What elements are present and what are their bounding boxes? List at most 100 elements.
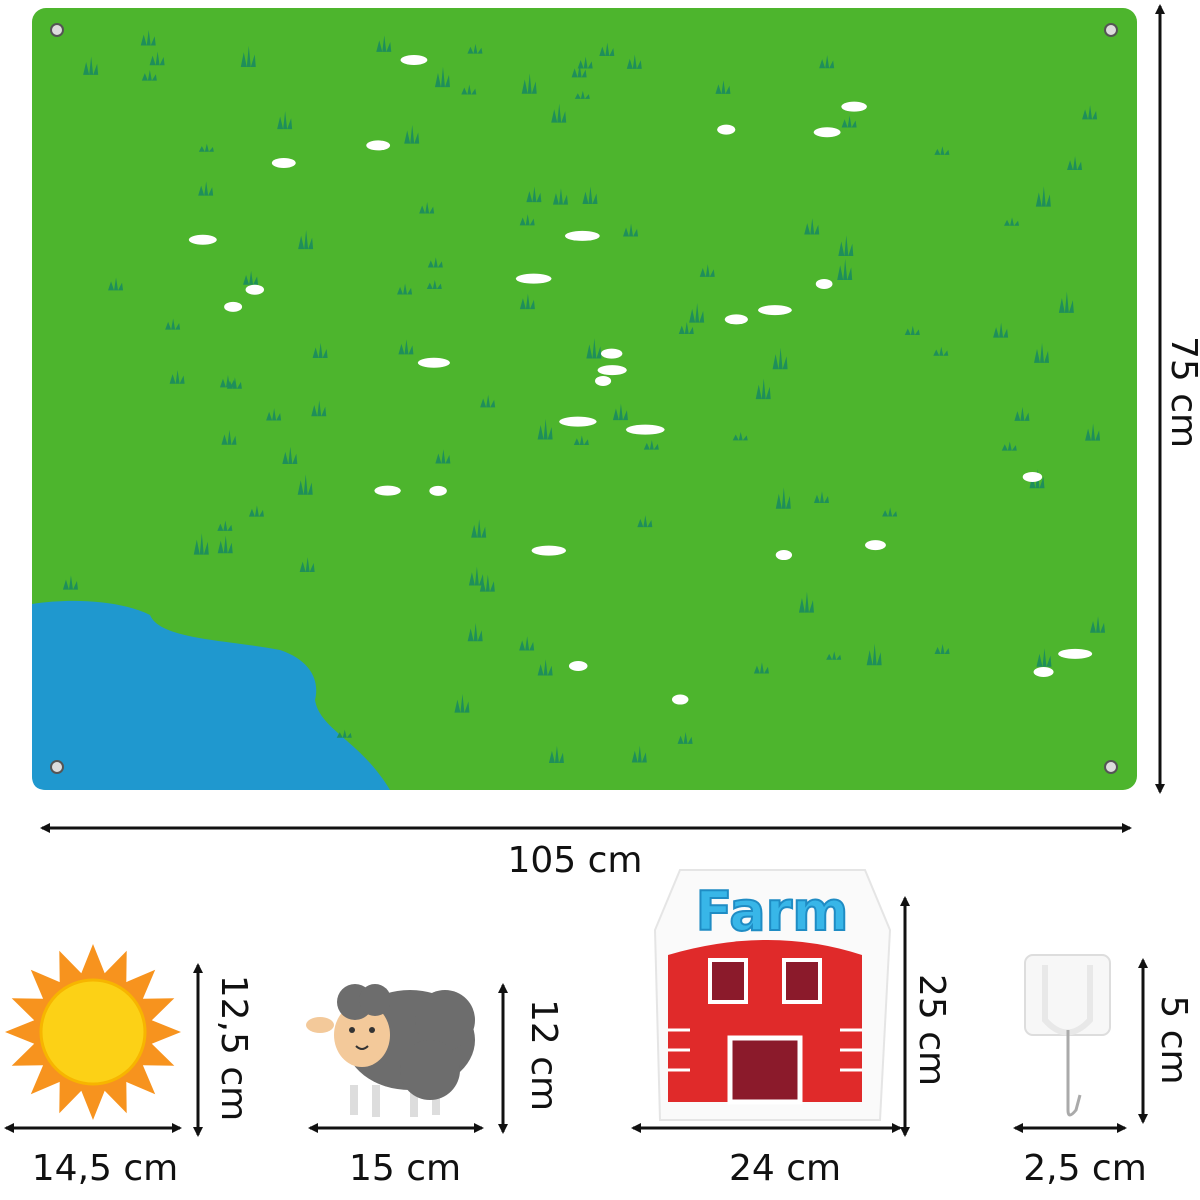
grass-tuft <box>574 90 590 99</box>
board-height-label: 75 cm <box>1163 336 1200 448</box>
grass-tuft <box>537 418 553 440</box>
grass-tuft <box>643 439 659 450</box>
grass-tuft <box>1090 616 1106 633</box>
grass-tuft <box>813 491 829 503</box>
grass-tuft <box>582 186 598 204</box>
grass-tuft <box>198 143 214 152</box>
grass-tuft <box>108 277 124 291</box>
grass-tuft <box>689 302 705 323</box>
grass-tuft <box>519 636 535 651</box>
flower <box>531 545 566 556</box>
grass-tuft <box>1036 648 1052 667</box>
grass-tuft <box>837 258 853 280</box>
grass-tuft <box>193 533 209 555</box>
grass-tuft <box>398 339 414 355</box>
grass-tuft <box>1001 441 1017 451</box>
flower <box>245 284 265 295</box>
grass-tuft <box>169 369 185 384</box>
grommet-icon <box>50 760 64 774</box>
grass-tuft <box>404 124 420 144</box>
grass-tuft <box>248 505 264 517</box>
grass-tuft <box>934 146 950 155</box>
grass-tuft <box>678 322 694 335</box>
flower <box>568 660 588 671</box>
grass-tuft <box>1035 186 1051 207</box>
flower <box>271 157 296 168</box>
felt-board <box>32 8 1137 790</box>
grass-tuft <box>217 520 233 531</box>
flower <box>758 305 792 316</box>
grass-tuft <box>277 111 293 130</box>
grass-tuft <box>623 223 639 237</box>
grass-tuft <box>993 322 1009 338</box>
flower <box>429 485 447 496</box>
flower <box>813 127 841 138</box>
grass-tuft <box>631 745 647 763</box>
grass-tuft <box>519 214 535 226</box>
grass-tuft <box>312 342 328 358</box>
flower <box>600 348 623 359</box>
barn-width-label: 24 cm <box>729 1148 841 1189</box>
grass-tuft <box>904 325 920 335</box>
grass-tuft <box>471 519 487 538</box>
grass-tuft <box>798 591 814 613</box>
grass-tuft <box>221 429 237 445</box>
grass-tuft <box>551 103 567 123</box>
grass-tuft <box>577 56 593 69</box>
hook-piece <box>1024 954 1111 1117</box>
grass-tuft <box>435 449 451 464</box>
flower <box>597 365 627 376</box>
grommets <box>50 23 1118 774</box>
grass-tuft <box>427 257 443 268</box>
grass-tuft <box>297 474 313 495</box>
flower <box>374 485 401 496</box>
grass-tuft <box>1058 291 1074 313</box>
flower <box>775 550 793 561</box>
flower <box>724 314 748 325</box>
grass-tuft <box>165 318 181 330</box>
flower <box>188 234 217 245</box>
grass-tuft <box>755 378 771 400</box>
grass-tuft <box>934 643 950 654</box>
grass-tuft <box>149 51 165 66</box>
grass-tuft <box>537 659 553 676</box>
grass-background <box>32 8 1137 790</box>
grass-tuft <box>480 394 496 408</box>
grass-tuft <box>626 54 642 69</box>
grass-tuft <box>866 643 882 666</box>
grass-tuft <box>243 270 259 285</box>
grass-tuft <box>217 535 233 554</box>
sun-piece <box>5 944 181 1120</box>
sun-disc <box>39 978 147 1086</box>
grass-tuft <box>141 69 157 81</box>
flower <box>564 230 600 241</box>
grass-tuft <box>479 574 495 592</box>
grass-tuft <box>526 186 542 203</box>
grass-tuft <box>299 557 315 572</box>
farm-sign: Farm <box>695 880 848 943</box>
grass-tuft <box>732 432 748 441</box>
grass-tuft <box>282 446 298 464</box>
grass-tuft <box>599 42 615 57</box>
grass-tuft <box>426 279 442 290</box>
grass-tuft <box>1004 217 1020 226</box>
sheep-width-label: 15 cm <box>349 1148 461 1189</box>
grass-tuft <box>240 45 256 68</box>
sheep-height-label: 12 cm <box>523 999 564 1111</box>
grass-tuft <box>1067 156 1083 170</box>
grommet-icon <box>50 23 64 37</box>
grass-tuft <box>826 651 842 660</box>
grass-tuft <box>461 84 477 95</box>
grass-tuft <box>772 347 788 370</box>
grass-tuft <box>376 35 392 52</box>
grass-tuft <box>753 662 769 674</box>
grass-tuft <box>838 235 854 257</box>
hook-height-label: 5 cm <box>1153 995 1194 1084</box>
farm-barn-piece: Farm <box>653 869 892 1121</box>
flower <box>815 278 833 289</box>
grass-tuft <box>1014 406 1030 421</box>
flower <box>841 101 867 112</box>
barn-height-label: 25 cm <box>911 974 952 1086</box>
